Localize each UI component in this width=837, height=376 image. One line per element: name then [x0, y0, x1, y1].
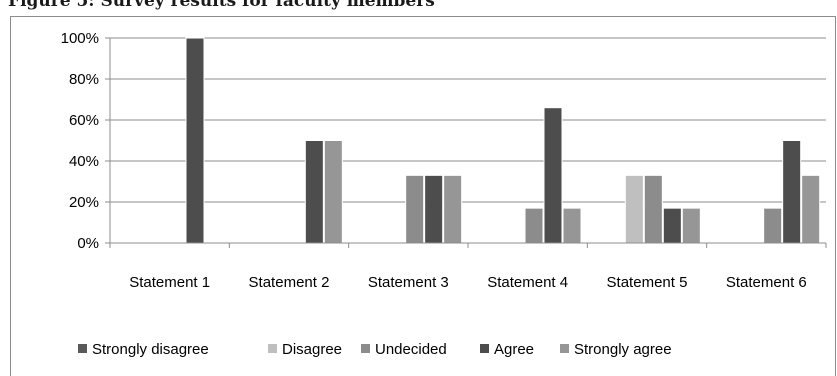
legend-label: Strongly agree: [574, 341, 672, 358]
legend-label: Strongly disagree: [92, 341, 209, 358]
category-labels: Statement 1 Statement 2 Statement 3 Stateme…: [129, 274, 807, 291]
x-axis: [105, 37, 827, 248]
bar-agree: [185, 37, 205, 244]
gridlines: [110, 37, 826, 203]
bar-undecided: [524, 207, 544, 244]
y-axis-tick-labels: 0% 20% 40% 60% 80% 100%: [61, 30, 99, 252]
bars: [185, 37, 821, 244]
bar-undecided: [405, 174, 425, 244]
y-tick-label: 100%: [61, 30, 99, 47]
bar-agree: [543, 107, 563, 244]
y-tick-label: 80%: [69, 71, 99, 88]
y-tick-label: 0%: [77, 235, 99, 252]
legend: Strongly disagree Disagree Undecided Agree S…: [78, 341, 672, 358]
y-tick-label: 40%: [69, 153, 99, 170]
category-label: Statement 2: [249, 274, 330, 291]
y-tick-label: 20%: [69, 194, 99, 211]
legend-swatch: [78, 344, 87, 353]
category-label: Statement 5: [607, 274, 688, 291]
legend-label: Undecided: [375, 341, 447, 358]
category-label: Statement 6: [726, 274, 807, 291]
legend-label: Agree: [494, 341, 534, 358]
legend-swatch: [361, 344, 370, 353]
bar-strongly-agree: [681, 207, 701, 244]
bar-strongly-agree: [801, 174, 821, 244]
chart-frame: [10, 16, 836, 376]
legend-swatch: [268, 344, 277, 353]
bar-agree: [662, 207, 682, 244]
y-tick-label: 60%: [69, 112, 99, 129]
legend-swatch: [560, 344, 569, 353]
bar-agree: [782, 140, 802, 244]
bar-strongly-agree: [562, 207, 582, 244]
category-label: Statement 1: [129, 274, 210, 291]
category-label: Statement 4: [487, 274, 568, 291]
bar-agree: [304, 140, 324, 244]
legend-swatch: [480, 344, 489, 353]
category-label: Statement 3: [368, 274, 449, 291]
bar-strongly-agree: [323, 140, 343, 244]
bar-undecided: [643, 174, 663, 244]
bar-agree: [424, 174, 444, 244]
legend-label: Disagree: [282, 341, 342, 358]
bar-undecided: [763, 207, 783, 244]
bar-disagree: [624, 174, 644, 244]
figure-caption: Figure 5: Survey results for faculty mem…: [8, 0, 435, 11]
bar-strongly-agree: [443, 174, 463, 244]
